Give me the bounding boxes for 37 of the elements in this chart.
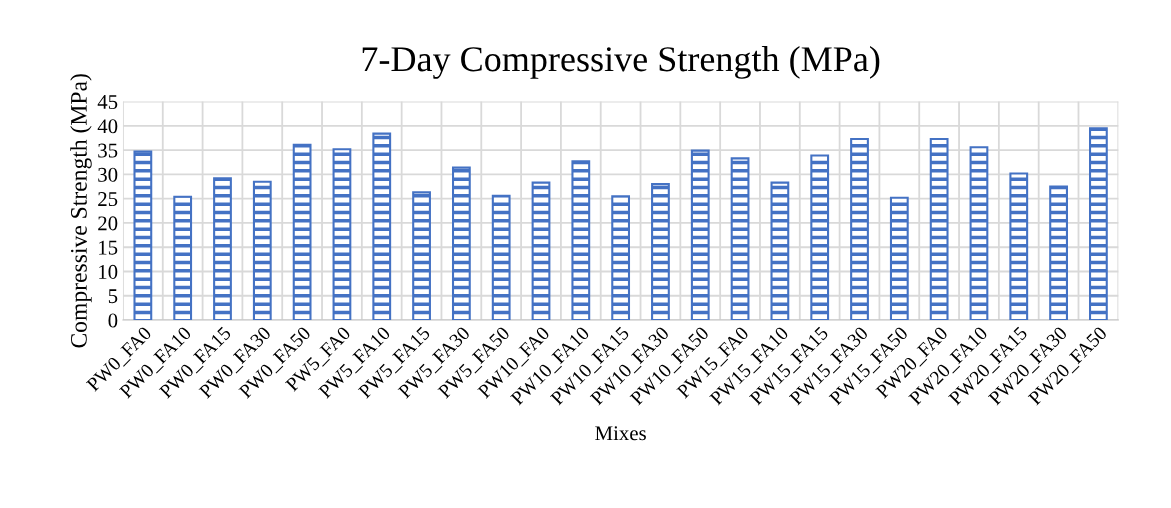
bar <box>969 146 989 321</box>
bar <box>332 148 352 321</box>
bar <box>810 154 830 321</box>
bar <box>133 150 153 321</box>
bar <box>611 195 631 321</box>
bar <box>491 194 511 321</box>
y-tick-label: 10 <box>99 264 118 279</box>
bar <box>252 180 272 321</box>
bar <box>213 177 232 321</box>
bar <box>1049 185 1068 321</box>
y-tick-label: 15 <box>99 240 118 255</box>
bar <box>850 137 869 321</box>
y-tick-label: 20 <box>98 216 118 231</box>
chart-title: 7-Day Compressive Strength (MPa) <box>362 45 880 79</box>
y-tick-label: 45 <box>97 95 118 110</box>
y-tick-label: 35 <box>98 143 118 158</box>
bar <box>531 181 551 321</box>
x-axis-title: Mixes <box>595 426 646 441</box>
bar <box>929 137 949 321</box>
y-tick-label: 40 <box>97 119 118 134</box>
bar <box>1089 127 1108 321</box>
bar <box>372 132 392 321</box>
bar <box>889 196 909 321</box>
bar <box>173 195 193 321</box>
y-tick-label: 5 <box>108 289 118 304</box>
bar <box>292 143 312 321</box>
bar <box>651 183 670 321</box>
bar <box>730 157 750 321</box>
y-tick-label: 30 <box>98 167 118 182</box>
bar <box>571 160 591 321</box>
bar <box>451 166 471 321</box>
bar <box>690 149 710 321</box>
bar <box>770 181 790 321</box>
y-tick-label: 25 <box>98 192 118 207</box>
bar <box>412 191 431 321</box>
bar <box>1009 172 1029 321</box>
y-tick-label: 0 <box>108 313 118 328</box>
